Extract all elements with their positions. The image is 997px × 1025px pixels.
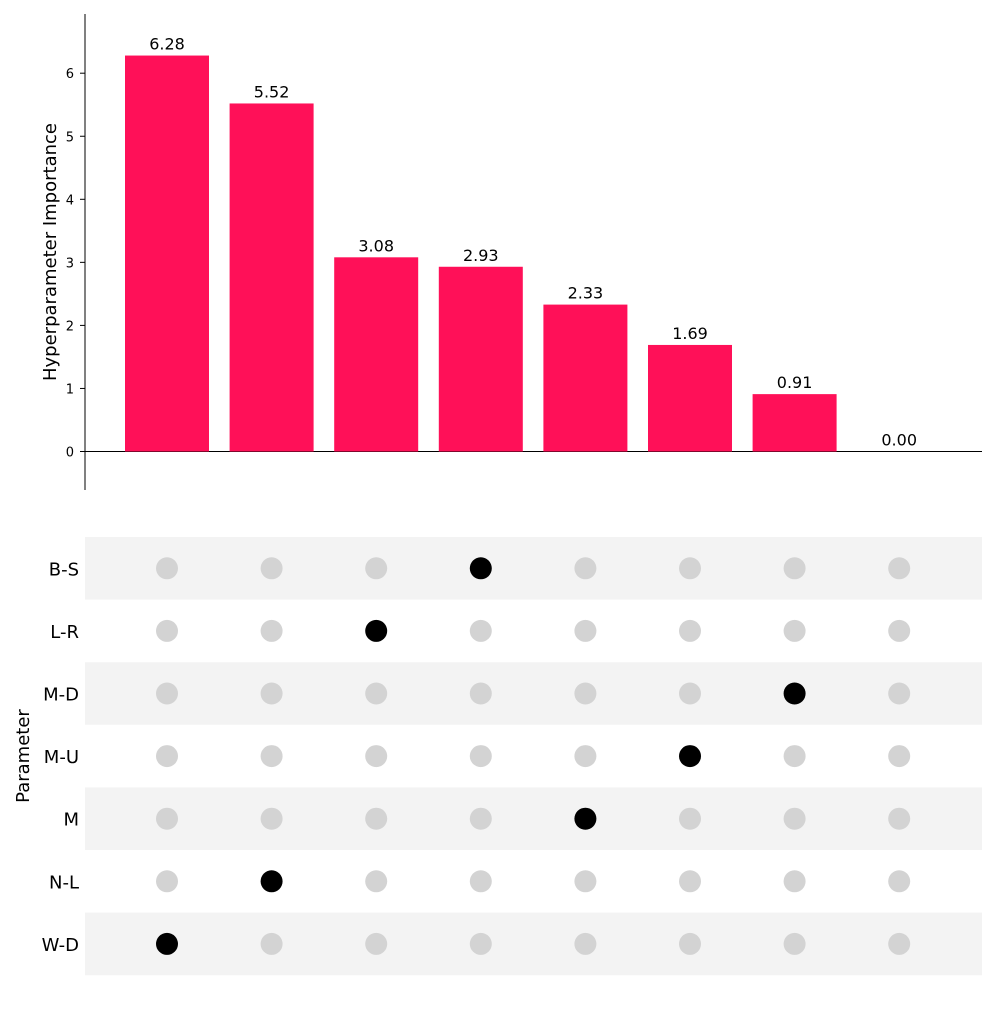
active-dot — [783, 682, 806, 705]
row-label: M — [63, 810, 79, 831]
inactive-dot — [679, 932, 701, 955]
row-stripe — [85, 537, 982, 600]
y-tick-label: 6 — [66, 67, 74, 82]
bar — [438, 266, 523, 452]
inactive-dot — [365, 682, 388, 705]
matrix-y-axis-label: Parameter — [13, 709, 34, 803]
inactive-dot — [260, 619, 283, 642]
inactive-dot — [365, 557, 388, 580]
inactive-dot — [679, 682, 701, 705]
bar — [229, 103, 314, 452]
inactive-dot — [888, 807, 911, 830]
inactive-dot — [260, 807, 283, 830]
inactive-dot — [888, 870, 911, 893]
inactive-dot — [783, 557, 806, 580]
inactive-dot — [679, 870, 701, 893]
inactive-dot — [783, 745, 806, 768]
row-label: W-D — [42, 935, 79, 956]
active-dot — [365, 619, 388, 642]
inactive-dot — [888, 619, 911, 642]
inactive-dot — [574, 619, 597, 642]
inactive-dot — [469, 932, 492, 955]
y-tick-label: 5 — [66, 130, 74, 145]
inactive-dot — [156, 682, 178, 705]
inactive-dot — [365, 932, 388, 955]
inactive-dot — [574, 932, 597, 955]
inactive-dot — [260, 557, 283, 580]
active-dot — [156, 932, 178, 955]
y-tick-label: 3 — [66, 256, 74, 271]
bar-value-label: 1.69 — [672, 324, 708, 343]
inactive-dot — [365, 870, 388, 893]
matrix-stripes — [85, 537, 982, 976]
row-label: M-D — [43, 685, 79, 706]
row-label: L-R — [50, 622, 79, 643]
bar-series: 6.28 5.52 3.08 2.93 2.33 1.69 0.91 0.00 — [125, 35, 917, 452]
row-label: B-S — [49, 559, 79, 580]
bar-value-label: 0.00 — [881, 431, 917, 450]
inactive-dot — [156, 745, 178, 768]
bar — [125, 55, 209, 452]
inactive-dot — [156, 870, 178, 893]
bar — [752, 394, 837, 452]
inactive-dot — [574, 557, 597, 580]
inactive-dot — [888, 557, 911, 580]
inactive-dot — [156, 807, 178, 830]
inactive-dot — [469, 745, 492, 768]
inactive-dot — [888, 745, 911, 768]
inactive-dot — [260, 932, 283, 955]
inactive-dot — [365, 807, 388, 830]
row-stripe — [85, 662, 982, 725]
bar — [648, 344, 732, 452]
inactive-dot — [260, 682, 283, 705]
inactive-dot — [783, 807, 806, 830]
bar-value-label: 0.91 — [777, 373, 813, 392]
row-label: M-U — [44, 747, 79, 768]
inactive-dot — [156, 557, 178, 580]
inactive-dot — [574, 870, 597, 893]
active-dot — [574, 807, 597, 830]
active-dot — [260, 870, 283, 893]
inactive-dot — [365, 745, 388, 768]
row-stripe — [85, 787, 982, 850]
bar — [334, 257, 419, 452]
active-dot — [469, 557, 492, 580]
inactive-dot — [156, 619, 178, 642]
inactive-dot — [679, 557, 701, 580]
active-dot — [679, 745, 701, 768]
inactive-dot — [469, 682, 492, 705]
inactive-dot — [469, 807, 492, 830]
row-stripe — [85, 912, 982, 976]
inactive-dot — [783, 619, 806, 642]
bar-value-label: 2.33 — [568, 284, 604, 303]
inactive-dot — [574, 682, 597, 705]
row-label: N-L — [49, 872, 79, 893]
inactive-dot — [679, 807, 701, 830]
matrix-dots: B-S L-R M-D M-U M N-L W-D — [42, 557, 911, 956]
inactive-dot — [260, 745, 283, 768]
bar-value-label: 5.52 — [254, 82, 290, 101]
inactive-dot — [574, 745, 597, 768]
inactive-dot — [469, 619, 492, 642]
bar-value-label: 2.93 — [463, 246, 499, 265]
bar — [543, 304, 628, 452]
inactive-dot — [679, 619, 701, 642]
inactive-dot — [888, 682, 911, 705]
bar-value-label: 6.28 — [149, 35, 185, 54]
y-tick-label: 4 — [66, 193, 74, 208]
y-tick-label: 0 — [66, 446, 74, 461]
inactive-dot — [783, 932, 806, 955]
y-tick-label: 2 — [66, 319, 74, 334]
inactive-dot — [469, 870, 492, 893]
inactive-dot — [783, 870, 806, 893]
y-tick-label: 1 — [66, 382, 74, 397]
inactive-dot — [888, 932, 911, 955]
bar-value-label: 3.08 — [358, 236, 394, 255]
bar-y-axis-label: Hyperparameter Importance — [40, 123, 61, 381]
